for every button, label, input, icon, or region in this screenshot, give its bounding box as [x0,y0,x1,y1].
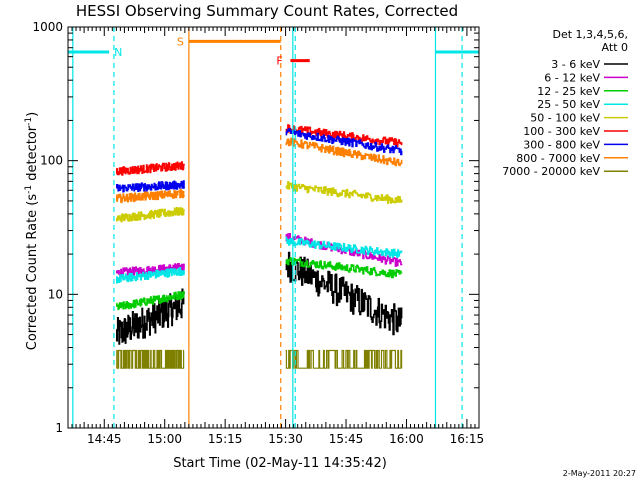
marker-layer: N S F [68,27,479,428]
series-line-segment [285,137,403,167]
x-tick-label: 16:15 [450,432,485,446]
y-tick-label: 1 [55,421,63,435]
x-tick-label: 15:45 [329,432,364,446]
axis-layer: 14:45 15:00 15:15 15:30 15:45 16:00 16:15 1 10 10… [32,20,484,446]
timestamp: 2-May-2011 20:27 [563,469,636,478]
legend-header-line1: Det 1,3,4,5,6, [552,28,628,41]
legend-label: 50 - 100 keV [530,112,600,125]
legend-label: 300 - 800 keV [523,138,600,151]
legend-label: 12 - 25 keV [537,85,600,98]
legend-label: 800 - 7000 keV [516,152,600,165]
flare-label: F [276,55,282,68]
series-line-segment [116,267,185,284]
y-tick-label: 10 [48,287,63,301]
series-line-segment [116,188,185,204]
series-layer [116,124,403,369]
x-axis-label: Start Time (02-May-11 14:35:42) [173,456,387,471]
legend-label: 3 - 6 keV [551,58,600,71]
series-line-segment [116,291,185,311]
y-axis-label: Corrected Count Rate (s-1 detector-1) [24,112,40,350]
legend-header-line2: Att 0 [602,41,628,54]
series-line-segment [116,349,185,369]
y-tick-label: 1000 [32,20,63,34]
series-line-segment [116,288,185,345]
series-line-segment [285,251,403,336]
night-label: N [114,46,122,59]
saa-label: S [177,35,184,48]
series-line-segment [116,161,185,176]
x-tick-label: 15:15 [208,432,243,446]
series-line-segment [285,257,403,279]
legend-label: 7000 - 20000 keV [502,165,600,178]
legend-label: 6 - 12 keV [544,71,600,84]
x-tick-label: 14:45 [87,432,122,446]
legend-label: 25 - 50 keV [537,98,600,111]
legend-label: 100 - 300 keV [523,125,600,138]
series-300-800-kev [116,128,403,193]
series-line-segment [285,349,403,369]
y-tick-label: 100 [40,154,63,168]
series-3-6-kev [116,251,403,345]
series-line-segment [116,207,185,223]
series-12-25-kev [116,257,403,311]
series-7000-20000-kev [116,349,403,369]
x-tick-label: 15:00 [147,432,182,446]
series-800-7000-kev [116,137,403,204]
series-line-segment [285,236,403,258]
series-line-segment [116,180,185,193]
x-tick-label: 15:30 [268,432,303,446]
series-25-50-kev [116,236,403,284]
series-line-segment [285,181,403,204]
x-tick-label: 16:00 [389,432,424,446]
chart-title: HESSI Observing Summary Count Rates, Cor… [76,2,458,20]
series-100-300-kev [116,124,403,176]
series-50-100-kev [116,181,403,223]
series-line-segment [285,128,403,156]
